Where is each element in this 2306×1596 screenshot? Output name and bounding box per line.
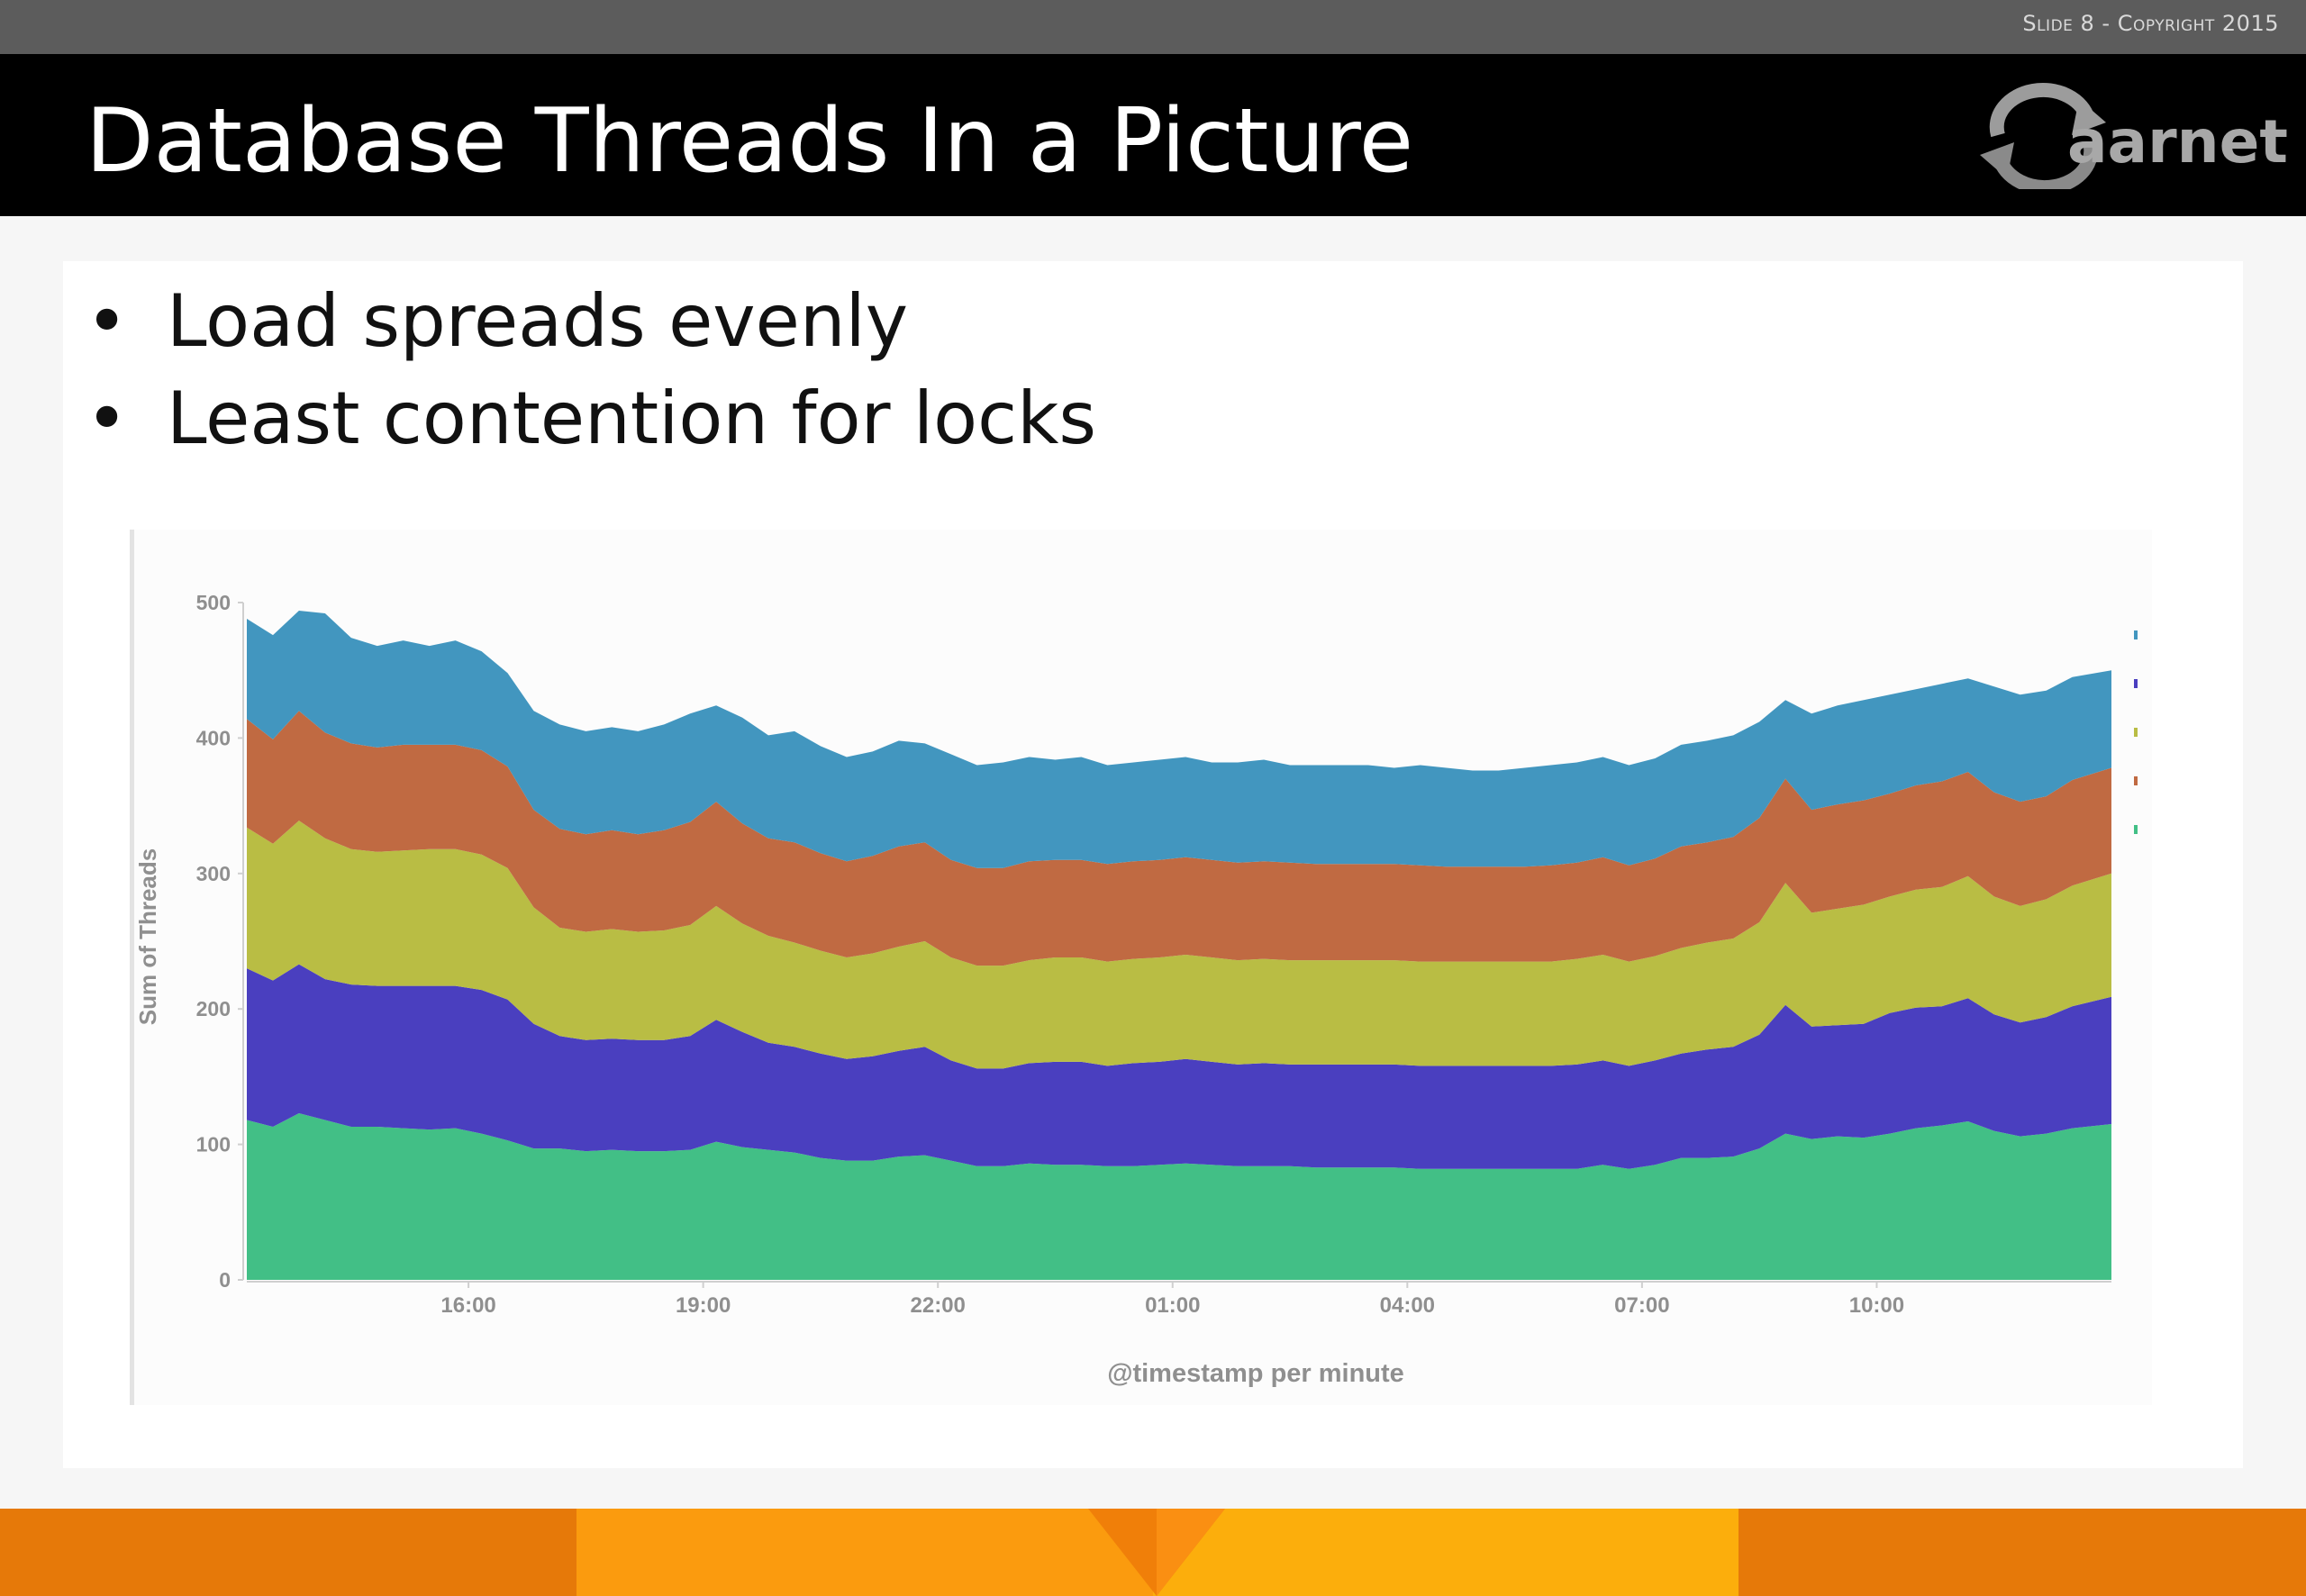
series-area-1 [247, 1113, 2111, 1280]
series-area-4 [247, 711, 2111, 966]
slide-number: Slide 8 - Copyright 2015 [2022, 11, 2279, 36]
y-axis: 0 100 200 300 400 500 [196, 591, 244, 1292]
title-bar: Database Threads In a Picture aarnet [0, 54, 2306, 216]
legend-marker [2134, 679, 2138, 688]
x-tick-label: 07:00 [1614, 1293, 1669, 1318]
chart-canvas: 0 100 200 300 400 500 16:00 19:00 22:00 01:00 04:… [134, 591, 2138, 1388]
threads-chart: 0 100 200 300 400 500 16:00 19:00 22:00 01:00 04:… [130, 530, 2152, 1405]
y-tick-label: 300 [196, 862, 231, 885]
y-tick-label: 400 [196, 726, 231, 749]
x-axis: 16:00 19:00 22:00 01:00 04:00 07:00 10:00 [247, 1281, 2111, 1318]
series-area-2 [247, 964, 2111, 1169]
x-tick-label: 04:00 [1380, 1293, 1435, 1318]
y-tick-label: 500 [196, 591, 231, 614]
logo-arrows-icon [1980, 83, 2106, 189]
legend-marker [2134, 728, 2138, 737]
y-tick-label: 200 [196, 997, 231, 1020]
x-tick-label: 22:00 [911, 1293, 966, 1318]
legend-marker [2134, 825, 2138, 834]
x-tick-label: 01:00 [1145, 1293, 1200, 1318]
legend-marker [2134, 776, 2138, 785]
y-tick-label: 100 [196, 1133, 231, 1156]
legend-markers [2134, 630, 2138, 834]
aarnet-logo: aarnet [1980, 83, 2288, 189]
slide-title: Database Threads In a Picture [86, 90, 1414, 193]
x-tick-label: 19:00 [676, 1293, 731, 1318]
x-tick-label: 10:00 [1849, 1293, 1904, 1318]
y-tick-label: 0 [219, 1268, 231, 1292]
bullet-item: • Load spreads evenly [86, 279, 909, 363]
x-tick-label: 16:00 [440, 1293, 495, 1318]
top-bar: Slide 8 - Copyright 2015 [0, 0, 2306, 54]
legend-marker [2134, 630, 2138, 639]
logo-wordmark: aarnet [2067, 107, 2288, 177]
series-area-5 [247, 611, 2111, 868]
slide-content: • Load spreads evenly • Least contention f… [63, 261, 2243, 1468]
series-area-3 [247, 821, 2111, 1069]
chart-areas [247, 611, 2111, 1280]
y-axis-label: Sum of Threads [134, 848, 161, 1025]
bullet-text: Load spreads evenly [167, 279, 909, 363]
x-axis-label: @timestamp per minute [1107, 1359, 1404, 1388]
bullet-text: Least contention for locks [167, 376, 1097, 460]
bullet-item: • Least contention for locks [86, 376, 1097, 460]
footer-bar [0, 1509, 2306, 1596]
